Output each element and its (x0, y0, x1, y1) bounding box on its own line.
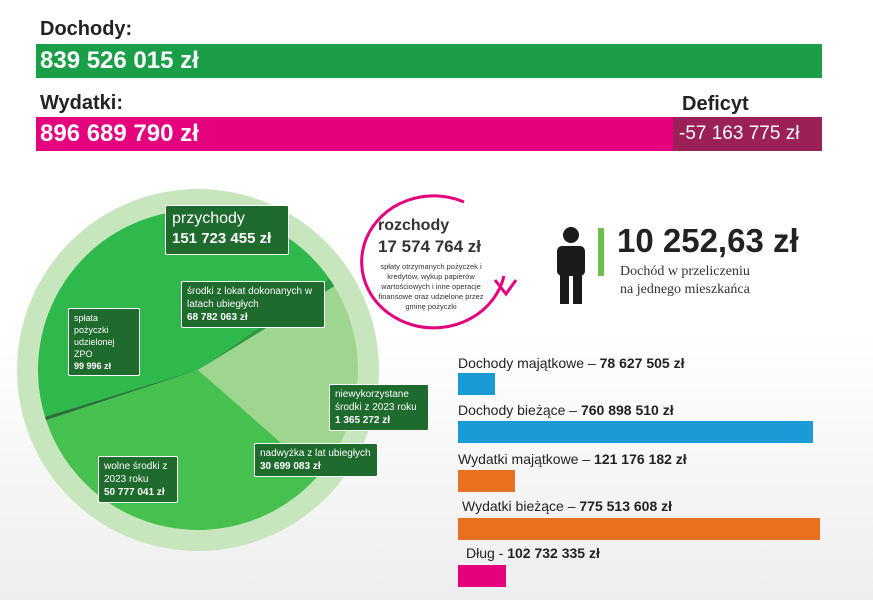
per-capita-caption: Dochód w przeliczeniu na jednego mieszka… (620, 263, 750, 299)
pie-label-text: środki z lokat dokonanych w latach ubieg… (187, 286, 313, 310)
przychody-box: przychody 151 723 455 zł (165, 205, 289, 255)
pie-label-nadwyzka: nadwyżka z lat ubiegłych 30 699 083 zł (254, 443, 378, 477)
bar-value: 102 732 335 zł (507, 545, 600, 561)
bar-label-wydatki-majatkowe: Wydatki majątkowe – 121 176 182 zł (458, 451, 687, 467)
bar-label-dochody-majatkowe: Dochody majątkowe – 78 627 505 zł (458, 355, 685, 371)
per-capita-line1: Dochód w przeliczeniu (620, 264, 750, 279)
bar-value: 121 176 182 zł (594, 451, 687, 467)
pie-label-value: 50 777 041 zł (104, 487, 165, 498)
bar-label-dlug: Dług - 102 732 335 zł (466, 545, 600, 561)
bar-value: 775 513 608 zł (579, 498, 673, 514)
pie-label-text: wolne środki z 2023 roku (104, 461, 168, 485)
przychody-title: przychody (172, 210, 245, 227)
person-icon (557, 227, 585, 304)
income-value: 839 526 015 zł (40, 47, 199, 74)
rozchody-title: rozchody (378, 217, 450, 234)
per-capita-line2: na jednego mieszkańca (620, 282, 750, 297)
pie-label-zpo: spłata pożyczki udzielonej ZPO 99 996 zł (68, 308, 140, 376)
per-capita-accent (598, 228, 604, 276)
income-label: Dochody: (40, 18, 133, 40)
pie-label-text: niewykorzystane środki z 2023 roku (335, 389, 417, 413)
rozchody-arc (360, 194, 506, 330)
bar-category: Wydatki majątkowe – (458, 451, 595, 467)
deficit-value: -57 163 775 zł (673, 117, 822, 151)
deficit-label: Deficyt (682, 93, 749, 115)
pie-label-value: 30 699 083 zł (260, 461, 321, 472)
expenses-label: Wydatki: (40, 92, 123, 114)
bar-wydatki-biezace (458, 518, 820, 540)
per-capita-value: 10 252,63 zł (617, 222, 799, 259)
rozchody-circle (360, 194, 518, 330)
bar-value: 760 898 510 zł (580, 402, 674, 418)
pie-label-value: 68 782 063 zł (187, 312, 248, 323)
bar-category: Wydatki bieżące – (462, 498, 580, 514)
rozchody-value: 17 574 764 zł (378, 237, 482, 256)
bar-category: Dochody majątkowe – (458, 355, 600, 371)
pie-label-value: 1 365 272 zł (335, 415, 391, 426)
przychody-total: 151 723 455 zł (172, 230, 272, 247)
rozchody-arrow-icon (493, 279, 518, 297)
bar-value: 78 627 505 zł (599, 355, 685, 371)
pie-label-text: nadwyżka z lat ubiegłych (260, 448, 371, 459)
pie-slice-zpo (45, 370, 198, 421)
bar-dlug (458, 565, 506, 587)
pie-label-niewykorzystane: niewykorzystane środki z 2023 roku 1 365… (329, 384, 429, 431)
pie-label-text: spłata pożyczki udzielonej ZPO (74, 313, 115, 359)
income-bar: 839 526 015 zł (36, 44, 822, 78)
bar-dochody-majatkowe (458, 373, 495, 395)
expenses-value: 896 689 790 zł (40, 120, 199, 147)
pie-label-lokaty: środki z lokat dokonanych w latach ubieg… (181, 281, 325, 328)
rozchody-description: spłaty otrzymanych pożyczek i kredytów, … (378, 262, 484, 311)
bar-category: Dług - (466, 545, 508, 561)
bar-dochody-biezace (458, 421, 813, 443)
pie-slice-nadwyzka (198, 286, 358, 476)
bar-wydatki-majatkowe (458, 470, 515, 492)
pie-label-value: 99 996 zł (74, 361, 112, 371)
pie-label-wolne: wolne środki z 2023 roku 50 777 041 zł (98, 456, 178, 503)
bar-category: Dochody bieżące – (458, 402, 581, 418)
bar-label-dochody-biezace: Dochody bieżące – 760 898 510 zł (458, 402, 674, 418)
bar-label-wydatki-biezace: Wydatki bieżące – 775 513 608 zł (462, 498, 672, 514)
